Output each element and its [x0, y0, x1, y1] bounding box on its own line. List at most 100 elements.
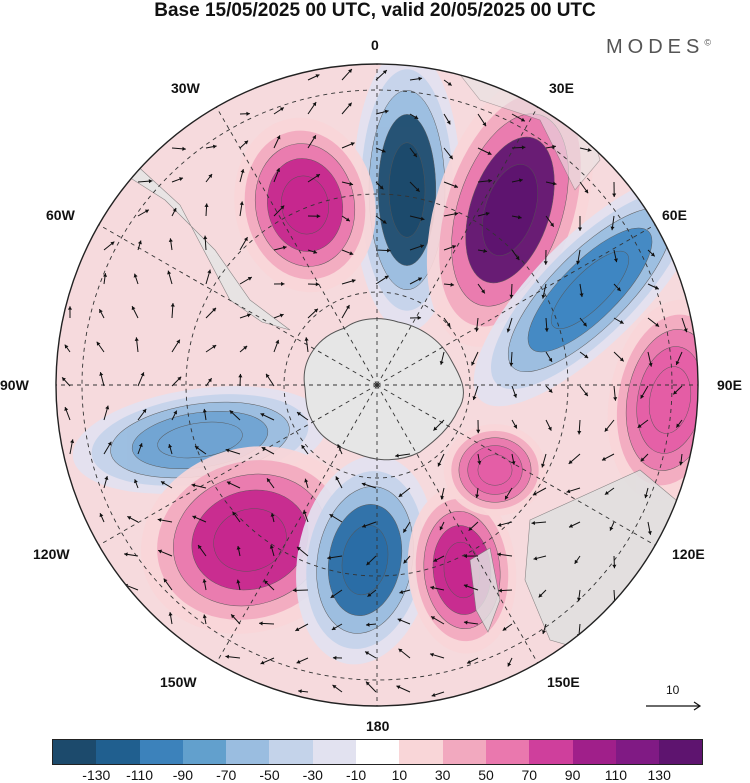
wind-arrow-head: [335, 476, 340, 481]
wind-arrow-head: [579, 293, 584, 297]
wind-arrow-head: [477, 460, 482, 465]
wind-arrow-head: [67, 306, 73, 310]
wind-arrow-head: [420, 216, 425, 221]
wind-arrow-head: [260, 413, 265, 417]
wind-arrow-head: [137, 240, 142, 245]
wind-arrow-head: [431, 616, 436, 620]
wind-arrow-head: [584, 392, 588, 397]
wind-arrow-head: [168, 612, 173, 616]
colorbar-bin-5: [269, 740, 313, 764]
wind-arrow-head: [604, 490, 609, 495]
wind-arrow-head: [505, 495, 509, 500]
wind-arrow-head: [541, 294, 546, 299]
wind-arrow-head: [264, 580, 269, 585]
wind-arrow-head: [246, 111, 250, 116]
lon-label-180: 180: [366, 718, 390, 734]
wind-arrow-head: [612, 564, 617, 569]
wind-arrow-head: [168, 238, 173, 243]
wind-arrow-head: [538, 593, 543, 598]
colorbar-tick-label: -130: [82, 767, 111, 783]
vector-scale-head: [693, 701, 702, 711]
wind-arrow-head: [304, 337, 309, 341]
wind-arrow-head: [382, 70, 387, 75]
wind-arrow-head: [498, 588, 502, 593]
map-border: [55, 63, 699, 707]
wind-arrow-head: [229, 410, 234, 415]
wind-arrow-head: [640, 457, 645, 462]
wind-arrow-head: [204, 203, 209, 207]
wind-arrow-head: [517, 215, 522, 220]
wind-arrow-head: [533, 556, 538, 561]
wind-arrow-head: [654, 285, 659, 290]
wind-arrow-head: [176, 339, 180, 344]
anomaly-high-near-135w-layer-4: [213, 508, 287, 572]
wind-arrow-head: [566, 489, 571, 494]
wind-arrow-head: [303, 510, 307, 515]
wind-arrow-head: [329, 514, 334, 518]
wind-arrow-head: [148, 179, 153, 184]
colorbar-bin-13: [615, 740, 660, 764]
wind-arrow-head: [191, 483, 196, 488]
wind-vectors: [61, 68, 688, 697]
wind-arrow-head: [683, 328, 688, 333]
lon-label-120w: 120W: [33, 546, 70, 562]
wind-arrow-head: [398, 648, 403, 653]
colorbar-bin-12: [572, 740, 616, 764]
wind-arrow-head: [198, 545, 202, 550]
wind-arrow-head: [472, 396, 477, 400]
wind-arrow-head: [313, 249, 318, 254]
wind-arrow-head: [144, 209, 149, 214]
wind-arrow-head: [226, 481, 231, 486]
wind-arrow-head: [574, 559, 579, 564]
wind-arrow-head: [366, 561, 371, 566]
wind-arrow-head: [468, 526, 473, 531]
wind-arrow-head: [332, 655, 337, 660]
wind-arrow-head: [437, 462, 442, 467]
wind-arrow-head: [547, 426, 552, 431]
wind-arrow-head: [133, 273, 138, 278]
wind-arrow-head: [454, 184, 459, 189]
wind-arrow-head: [584, 189, 589, 194]
antarctica-landmass: [303, 318, 464, 461]
wind-arrow-head: [64, 344, 69, 349]
wind-arrow-head: [482, 122, 487, 127]
wind-arrow-head: [613, 397, 618, 401]
wind-arrow-head: [463, 620, 468, 625]
colorbar: [52, 739, 704, 765]
wind-arrow-head: [351, 278, 356, 283]
wind-arrow-head: [327, 555, 331, 560]
wind-arrow-head: [518, 178, 523, 183]
wind-arrow-head: [350, 142, 355, 146]
wind-arrow-head: [131, 306, 136, 311]
colorbar-tick-label: 70: [521, 767, 538, 783]
wind-arrow-head: [511, 461, 516, 465]
wind-arrow-head: [279, 313, 284, 318]
wind-arrow-head: [397, 618, 402, 623]
wind-arrow-head: [676, 423, 681, 428]
anomaly-high-near-90e-layer-4: [648, 366, 692, 434]
wind-arrow-head: [270, 512, 275, 517]
lon-label-0: 0: [371, 37, 379, 53]
colorbar-tick-label: -50: [259, 767, 280, 783]
wind-arrow-head: [395, 453, 399, 458]
wind-arrow-head: [345, 217, 350, 222]
wind-arrow-head: [260, 660, 265, 665]
wind-arrow-head: [173, 410, 178, 415]
colorbar-tick-label: 10: [391, 767, 408, 783]
wind-arrow-head: [577, 227, 583, 231]
wind-arrow-head: [415, 187, 420, 192]
lon-label-60w: 60W: [46, 207, 75, 223]
wind-arrow-head: [239, 201, 244, 206]
wind-arrow-head: [202, 579, 207, 583]
wind-arrow-head: [413, 153, 417, 158]
wind-arrow-head: [613, 258, 618, 263]
wind-arrow-head: [158, 549, 163, 554]
wind-arrow-head: [225, 448, 230, 453]
wind-arrow-head: [609, 526, 614, 531]
wind-arrow-head: [104, 476, 109, 480]
wind-arrow-head: [332, 684, 337, 689]
wind-arrow-head: [384, 275, 389, 280]
wind-arrow-head: [387, 248, 391, 253]
colorbar-tick-label: 50: [478, 767, 494, 783]
